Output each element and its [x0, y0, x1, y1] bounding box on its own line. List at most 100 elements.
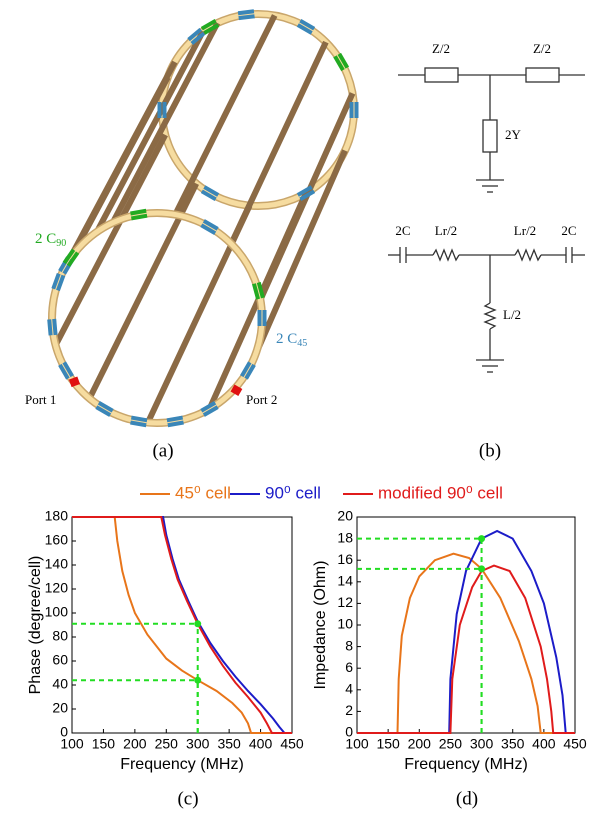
port-label: Port 1: [25, 392, 56, 407]
panel-label: (a): [152, 440, 173, 461]
ladder-label: Lr/2: [514, 223, 536, 238]
x-tick-label: 300: [186, 736, 210, 752]
capacitor: [190, 31, 206, 46]
x-axis-label: Frequency (MHz): [404, 756, 528, 773]
y-tick-label: 8: [345, 637, 353, 653]
x-tick-label: 450: [563, 736, 587, 752]
capacitor: [262, 310, 267, 326]
capacitor: [202, 219, 219, 231]
capacitor: [296, 185, 313, 197]
series-line: [357, 529, 575, 734]
capacitor: [130, 420, 147, 428]
plot-area: [356, 516, 576, 734]
capacitor: [202, 405, 219, 417]
ladder-label: 2C: [561, 223, 576, 238]
guide-point: [478, 535, 486, 543]
capacitor: [333, 55, 345, 72]
capacitor: [299, 189, 316, 202]
capacitor: [51, 273, 61, 290]
x-tick-label: 400: [532, 736, 556, 752]
capacitor: [130, 415, 148, 423]
c90-label: 2 C90: [35, 231, 66, 249]
series-line: [72, 516, 292, 734]
rod: [86, 182, 199, 400]
series-line: [357, 552, 575, 734]
y-tick-label: 140: [45, 556, 69, 572]
x-tick-label: 350: [501, 736, 525, 752]
capacitor: [97, 401, 114, 413]
x-tick-label: 100: [345, 736, 369, 752]
t-network: [398, 67, 585, 193]
y-tick-label: 14: [337, 573, 353, 589]
legend-label: 45⁰ cell: [175, 483, 231, 502]
guide-point: [194, 676, 202, 684]
port-marker: [230, 384, 243, 396]
y-tick-label: 18: [337, 529, 353, 545]
c90-sub: 90: [56, 238, 66, 249]
capacitor: [157, 102, 162, 118]
x-tick-label: 300: [470, 736, 494, 752]
y-tick-label: 10: [337, 616, 353, 632]
y-tick-label: 0: [345, 724, 353, 740]
legend-label: modified 90⁰ cell: [378, 483, 503, 502]
x-tick-label: 250: [439, 736, 463, 752]
x-tick-label: 350: [217, 736, 241, 752]
capacitor: [203, 185, 220, 197]
y-tick-label: 0: [60, 724, 68, 740]
guide-point: [478, 565, 486, 573]
ladder-label: L/2: [503, 307, 521, 322]
panel-label: (c): [177, 788, 198, 809]
x-tick-label: 200: [123, 736, 147, 752]
c45-label: 2 C45: [276, 331, 307, 349]
birdcage-drawing: [47, 9, 359, 428]
ring: [49, 210, 265, 426]
capacitor: [130, 213, 148, 221]
capacitor: [130, 208, 147, 216]
c45-text: 2 C: [276, 331, 297, 347]
capacitor: [200, 223, 217, 235]
capacitor: [244, 363, 256, 380]
t-label: Z/2: [533, 41, 551, 56]
guide-point: [194, 620, 202, 628]
capacitor: [256, 281, 265, 299]
x-tick-label: 250: [155, 736, 179, 752]
y-tick-label: 40: [52, 676, 68, 692]
rod: [172, 14, 278, 216]
y-tick-label: 20: [52, 700, 68, 716]
y-tick-label: 16: [337, 551, 353, 567]
x-tick-label: 450: [280, 736, 304, 752]
capacitor: [166, 415, 184, 423]
y-tick-label: 180: [45, 508, 69, 524]
capacitor: [62, 248, 76, 265]
port-label: Port 2: [246, 392, 277, 407]
capacitor: [66, 251, 80, 267]
capacitor: [237, 9, 255, 16]
capacitor: [252, 283, 261, 300]
capacitor: [240, 361, 252, 378]
series-line: [72, 516, 292, 734]
x-tick-label: 150: [92, 736, 116, 752]
y-tick-label: 20: [337, 508, 353, 524]
series-line: [357, 564, 575, 734]
y-tick-label: 120: [45, 580, 69, 596]
ladder-label: Lr/2: [435, 223, 457, 238]
capacitor: [187, 27, 203, 42]
capacitor: [203, 23, 220, 35]
y-tick-label: 4: [345, 681, 353, 697]
capacitor: [299, 18, 316, 31]
rod: [249, 149, 348, 364]
x-axis-label: Frequency (MHz): [120, 756, 244, 773]
port-marker: [68, 376, 81, 388]
c45-sub: 45: [297, 338, 307, 349]
capacitor: [257, 310, 262, 326]
y-tick-label: 2: [345, 702, 353, 718]
series-line: [72, 516, 292, 734]
capacitor: [349, 102, 354, 118]
capacitor: [200, 18, 217, 31]
capacitor: [95, 405, 112, 417]
capacitor: [354, 102, 359, 118]
x-tick-label: 400: [249, 736, 273, 752]
capacitor: [167, 420, 184, 428]
y-tick-label: 160: [45, 532, 69, 548]
